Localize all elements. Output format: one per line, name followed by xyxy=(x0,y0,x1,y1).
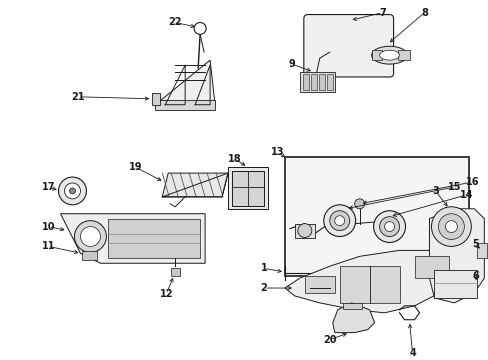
Polygon shape xyxy=(155,100,215,110)
Polygon shape xyxy=(162,173,227,197)
Text: 11: 11 xyxy=(41,242,55,251)
Text: 1: 1 xyxy=(260,263,267,273)
Polygon shape xyxy=(61,214,204,263)
Text: 12: 12 xyxy=(159,289,173,299)
Text: 17: 17 xyxy=(41,182,55,192)
Text: 20: 20 xyxy=(323,334,336,345)
Text: 15: 15 xyxy=(447,182,460,192)
Polygon shape xyxy=(227,167,267,209)
Circle shape xyxy=(69,188,75,194)
Circle shape xyxy=(384,222,394,231)
Polygon shape xyxy=(171,268,180,276)
Text: 16: 16 xyxy=(465,177,478,187)
Polygon shape xyxy=(414,256,448,278)
Polygon shape xyxy=(82,251,97,260)
Text: 18: 18 xyxy=(228,154,242,164)
Bar xyxy=(285,157,468,276)
Text: 2: 2 xyxy=(260,283,267,293)
Circle shape xyxy=(334,216,344,226)
Text: 3: 3 xyxy=(431,186,438,196)
Polygon shape xyxy=(433,270,476,298)
Polygon shape xyxy=(332,303,374,333)
Circle shape xyxy=(430,207,470,246)
Text: 6: 6 xyxy=(471,271,478,281)
Polygon shape xyxy=(428,209,483,303)
Circle shape xyxy=(64,183,81,199)
Text: 22: 22 xyxy=(168,18,182,27)
Circle shape xyxy=(74,221,106,252)
Text: 10: 10 xyxy=(41,222,55,231)
Text: 14: 14 xyxy=(459,190,472,200)
Circle shape xyxy=(354,199,364,209)
Bar xyxy=(152,93,160,105)
Polygon shape xyxy=(304,276,334,293)
Circle shape xyxy=(373,211,405,242)
Text: 19: 19 xyxy=(128,162,142,172)
Circle shape xyxy=(59,177,86,205)
Ellipse shape xyxy=(379,50,399,60)
Polygon shape xyxy=(371,50,381,60)
Circle shape xyxy=(194,22,205,35)
Circle shape xyxy=(297,224,311,238)
Text: 5: 5 xyxy=(471,239,478,249)
Ellipse shape xyxy=(371,46,407,64)
Polygon shape xyxy=(232,171,264,206)
Bar xyxy=(310,74,316,90)
Bar xyxy=(326,74,332,90)
Circle shape xyxy=(438,214,464,239)
Circle shape xyxy=(445,221,456,233)
Text: 9: 9 xyxy=(288,59,295,69)
Polygon shape xyxy=(476,243,487,258)
FancyBboxPatch shape xyxy=(303,14,393,77)
Polygon shape xyxy=(397,50,408,60)
Polygon shape xyxy=(299,72,334,92)
Circle shape xyxy=(329,211,349,230)
Text: 8: 8 xyxy=(420,8,427,18)
Circle shape xyxy=(81,226,100,246)
Polygon shape xyxy=(108,219,200,258)
Text: 7: 7 xyxy=(379,8,385,18)
Text: 21: 21 xyxy=(72,92,85,102)
Bar xyxy=(302,74,308,90)
Bar xyxy=(318,74,324,90)
Text: 4: 4 xyxy=(408,348,415,359)
Polygon shape xyxy=(342,303,361,309)
Polygon shape xyxy=(339,266,399,303)
Polygon shape xyxy=(294,224,314,238)
Circle shape xyxy=(323,205,355,237)
Polygon shape xyxy=(155,60,215,105)
Polygon shape xyxy=(285,250,467,313)
Circle shape xyxy=(379,217,399,237)
Text: 13: 13 xyxy=(271,147,284,157)
